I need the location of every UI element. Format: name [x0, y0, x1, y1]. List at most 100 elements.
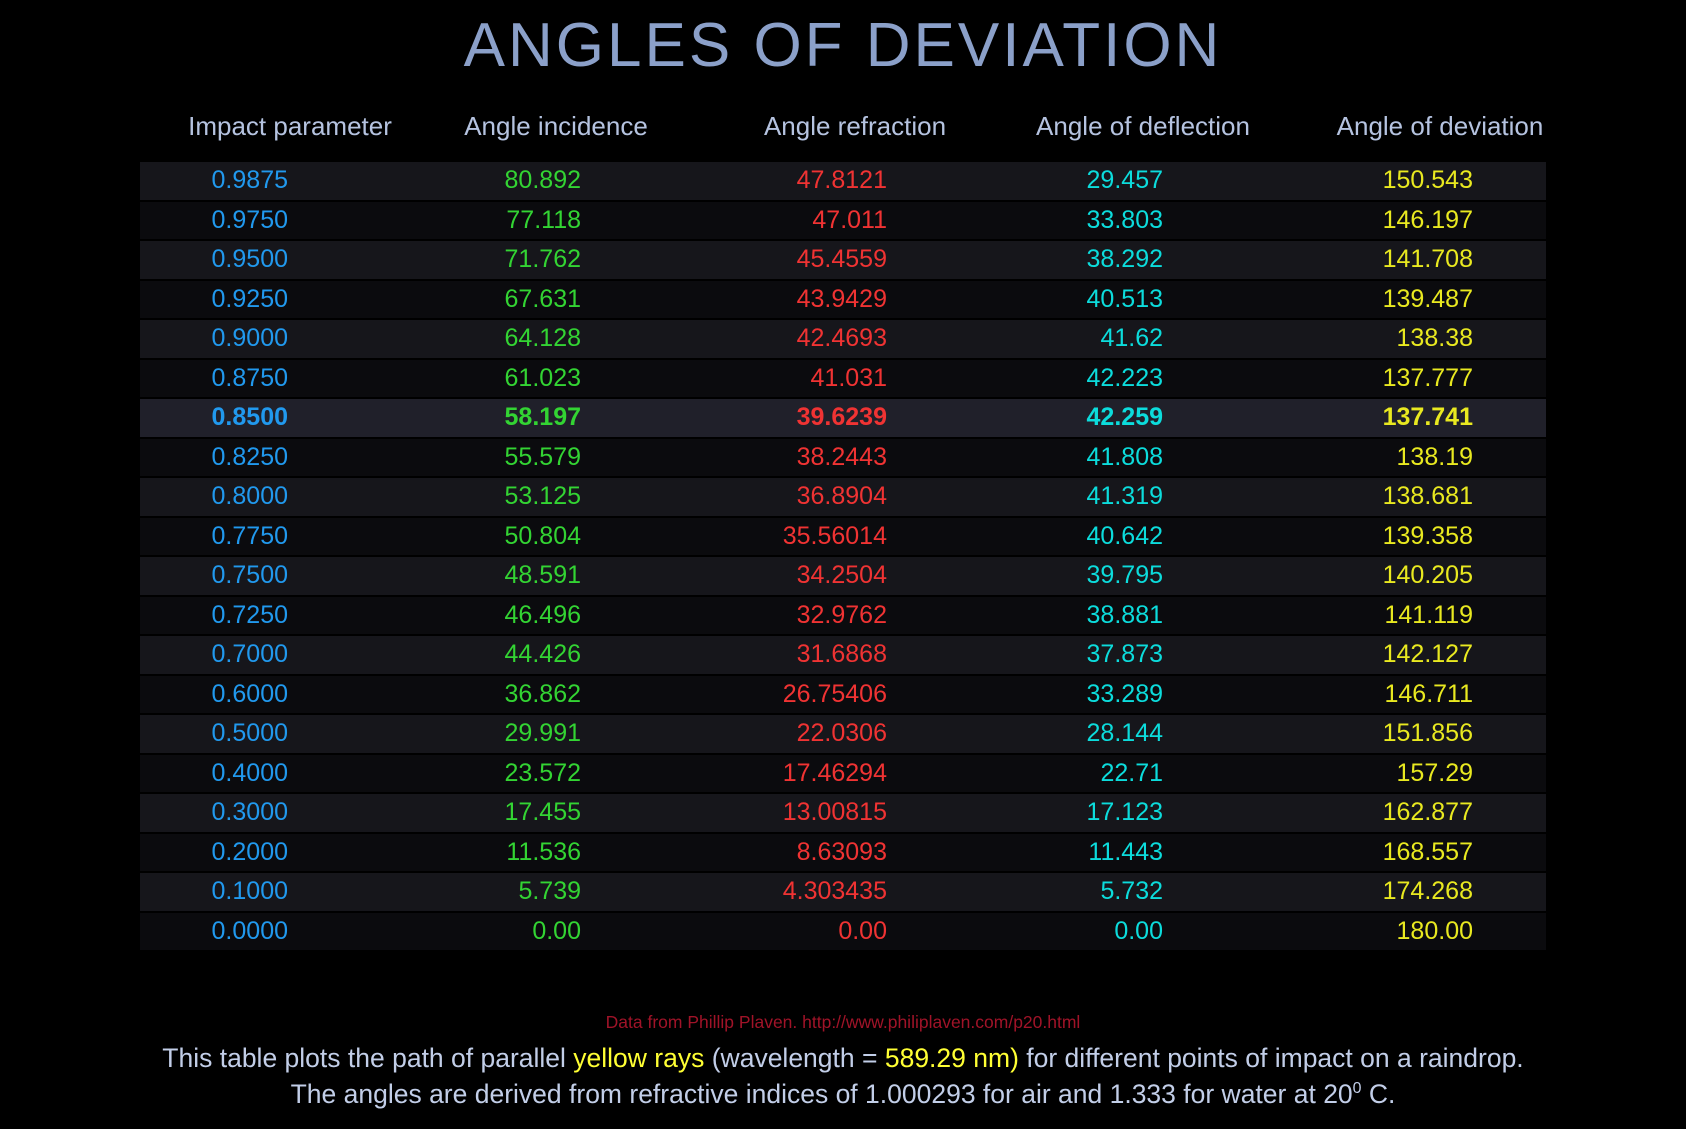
cell-angle-of-deflection: 42.259 [1086, 403, 1163, 431]
cell-angle-incidence: 44.426 [504, 640, 581, 668]
cell-angle-of-deviation: 146.711 [1384, 679, 1473, 708]
footer-highlight-yellow-rays: yellow rays [573, 1043, 705, 1073]
cell-angle-refraction: 36.8904 [796, 482, 887, 510]
table-row: 0.4000 23.572 17.46294 22.71 157.29 [140, 754, 1546, 792]
cell-angle-of-deviation: 141.708 [1382, 245, 1473, 273]
cell-impact-parameter: 0.2000 [211, 837, 288, 866]
page-title: ANGLES OF DEVIATION [463, 11, 1223, 80]
table-header-row: Impact parameter Angle incidence Angle r… [140, 106, 1546, 146]
cell-angle-incidence: 80.892 [504, 166, 581, 194]
table-row: 0.8250 55.579 38.2443 41.808 138.19 [140, 438, 1546, 476]
cell-angle-refraction: 39.6239 [796, 403, 887, 431]
cell-angle-incidence: 0.00 [532, 916, 581, 945]
table-row: 0.9250 67.631 43.9429 40.513 139.487 [140, 280, 1546, 318]
cell-angle-of-deflection: 0.00 [1114, 916, 1163, 945]
table-row: 0.1000 5.739 4.303435 5.732 174.268 [140, 873, 1546, 911]
cell-impact-parameter: 0.4000 [211, 758, 288, 787]
cell-impact-parameter: 0.8000 [211, 482, 288, 510]
cell-angle-of-deflection: 41.62 [1100, 324, 1163, 352]
cell-angle-incidence: 5.739 [518, 877, 581, 905]
column-header-angle-of-deviation: Angle of deviation [1336, 111, 1544, 141]
footer-text-segment: C. [1361, 1079, 1396, 1109]
cell-angle-of-deflection: 28.144 [1086, 719, 1163, 747]
cell-angle-incidence: 17.455 [504, 798, 581, 826]
table-row: 0.9875 80.892 47.8121 29.457 150.543 [140, 162, 1546, 200]
cell-angle-incidence: 46.496 [504, 600, 581, 629]
column-header-angle-of-deflection: Angle of deflection [1036, 111, 1250, 141]
cell-angle-incidence: 61.023 [504, 363, 581, 392]
cell-angle-of-deviation: 137.777 [1382, 363, 1473, 392]
table-row: 0.6000 36.862 26.75406 33.289 146.711 [140, 675, 1546, 713]
table-row: 0.8000 53.125 36.8904 41.319 138.681 [140, 478, 1546, 516]
table-row: 0.3000 17.455 13.00815 17.123 162.877 [140, 794, 1546, 832]
column-header-impact-parameter: Impact parameter [188, 111, 392, 141]
cell-impact-parameter: 0.1000 [211, 877, 288, 905]
table-row: 0.7000 44.426 31.6868 37.873 142.127 [140, 636, 1546, 674]
column-header-angle-incidence: Angle incidence [464, 111, 648, 141]
table-row-highlighted: 0.8500 58.197 39.6239 42.259 137.741 [140, 399, 1546, 437]
cell-angle-refraction: 8.63093 [796, 837, 887, 866]
cell-impact-parameter: 0.7750 [211, 521, 288, 550]
footer-line-1: This table plots the path of parallel ye… [0, 1040, 1686, 1076]
cell-angle-refraction: 4.303435 [782, 877, 887, 905]
cell-impact-parameter: 0.5000 [211, 719, 288, 747]
table-row: 0.7750 50.804 35.56014 40.642 139.358 [140, 517, 1546, 555]
cell-angle-refraction: 35.56014 [782, 521, 887, 550]
cell-angle-of-deflection: 40.642 [1086, 521, 1163, 550]
cell-angle-of-deviation: 180.00 [1396, 916, 1473, 945]
footer-text-segment: The angles are derived from refractive i… [290, 1079, 1353, 1109]
cell-angle-refraction: 32.9762 [796, 600, 887, 629]
cell-impact-parameter: 0.9875 [211, 166, 288, 194]
footer-line-2: The angles are derived from refractive i… [0, 1076, 1686, 1112]
cell-angle-refraction: 42.4693 [796, 324, 887, 352]
cell-angle-of-deviation: 174.268 [1382, 877, 1473, 905]
cell-angle-incidence: 67.631 [504, 284, 581, 313]
table-row: 0.9000 64.128 42.4693 41.62 138.38 [140, 320, 1546, 358]
cell-angle-of-deviation: 138.681 [1382, 482, 1473, 510]
cell-angle-refraction: 0.00 [838, 916, 887, 945]
cell-angle-incidence: 53.125 [504, 482, 581, 510]
cell-impact-parameter: 0.0000 [211, 916, 288, 945]
footer-highlight-wavelength: 589.29 nm) [884, 1043, 1019, 1073]
cell-angle-of-deviation: 157.29 [1396, 758, 1473, 787]
table-row: 0.7500 48.591 34.2504 39.795 140.205 [140, 557, 1546, 595]
cell-impact-parameter: 0.8250 [211, 442, 288, 471]
table-row: 0.0000 0.00 0.00 0.00 180.00 [140, 912, 1546, 950]
cell-angle-refraction: 13.00815 [782, 798, 887, 826]
footer-text-segment: for different points of impact on a rain… [1018, 1043, 1524, 1073]
cell-angle-incidence: 77.118 [506, 205, 581, 234]
footer-text-segment: (wavelength = [704, 1043, 885, 1073]
cell-angle-refraction: 41.031 [810, 363, 887, 392]
table-row: 0.7250 46.496 32.9762 38.881 141.119 [140, 596, 1546, 634]
cell-angle-of-deflection: 33.803 [1086, 205, 1163, 234]
cell-impact-parameter: 0.6000 [211, 679, 288, 708]
cell-angle-incidence: 58.197 [504, 403, 581, 431]
cell-impact-parameter: 0.7500 [211, 561, 288, 589]
cell-angle-of-deflection: 40.513 [1086, 284, 1163, 313]
cell-angle-of-deflection: 33.289 [1086, 679, 1163, 708]
cell-angle-incidence: 71.762 [504, 245, 581, 273]
cell-angle-refraction: 26.75406 [782, 679, 887, 708]
cell-impact-parameter: 0.7250 [211, 600, 288, 629]
cell-angle-of-deflection: 41.808 [1086, 442, 1163, 471]
cell-angle-of-deflection: 39.795 [1086, 561, 1163, 589]
cell-impact-parameter: 0.8500 [211, 403, 288, 431]
cell-angle-of-deflection: 41.319 [1086, 482, 1163, 510]
cell-impact-parameter: 0.3000 [211, 798, 288, 826]
cell-impact-parameter: 0.7000 [211, 640, 288, 668]
degree-superscript: 0 [1352, 1080, 1362, 1098]
cell-angle-of-deviation: 139.358 [1382, 521, 1473, 550]
cell-angle-of-deviation: 150.543 [1382, 166, 1473, 194]
cell-angle-of-deviation: 137.741 [1382, 403, 1473, 431]
table-row: 0.5000 29.991 22.0306 28.144 151.856 [140, 715, 1546, 753]
cell-angle-incidence: 36.862 [504, 679, 581, 708]
attribution-text: Data from Phillip Plaven. http://www.phi… [605, 1012, 1081, 1032]
column-header-angle-refraction: Angle refraction [763, 111, 947, 141]
cell-angle-refraction: 22.0306 [796, 719, 887, 747]
cell-angle-refraction: 45.4559 [796, 245, 887, 273]
cell-angle-refraction: 47.011 [812, 205, 887, 234]
table-row: 0.8750 61.023 41.031 42.223 137.777 [140, 359, 1546, 397]
cell-angle-refraction: 31.6868 [796, 640, 887, 668]
cell-angle-of-deflection: 37.873 [1086, 640, 1163, 668]
